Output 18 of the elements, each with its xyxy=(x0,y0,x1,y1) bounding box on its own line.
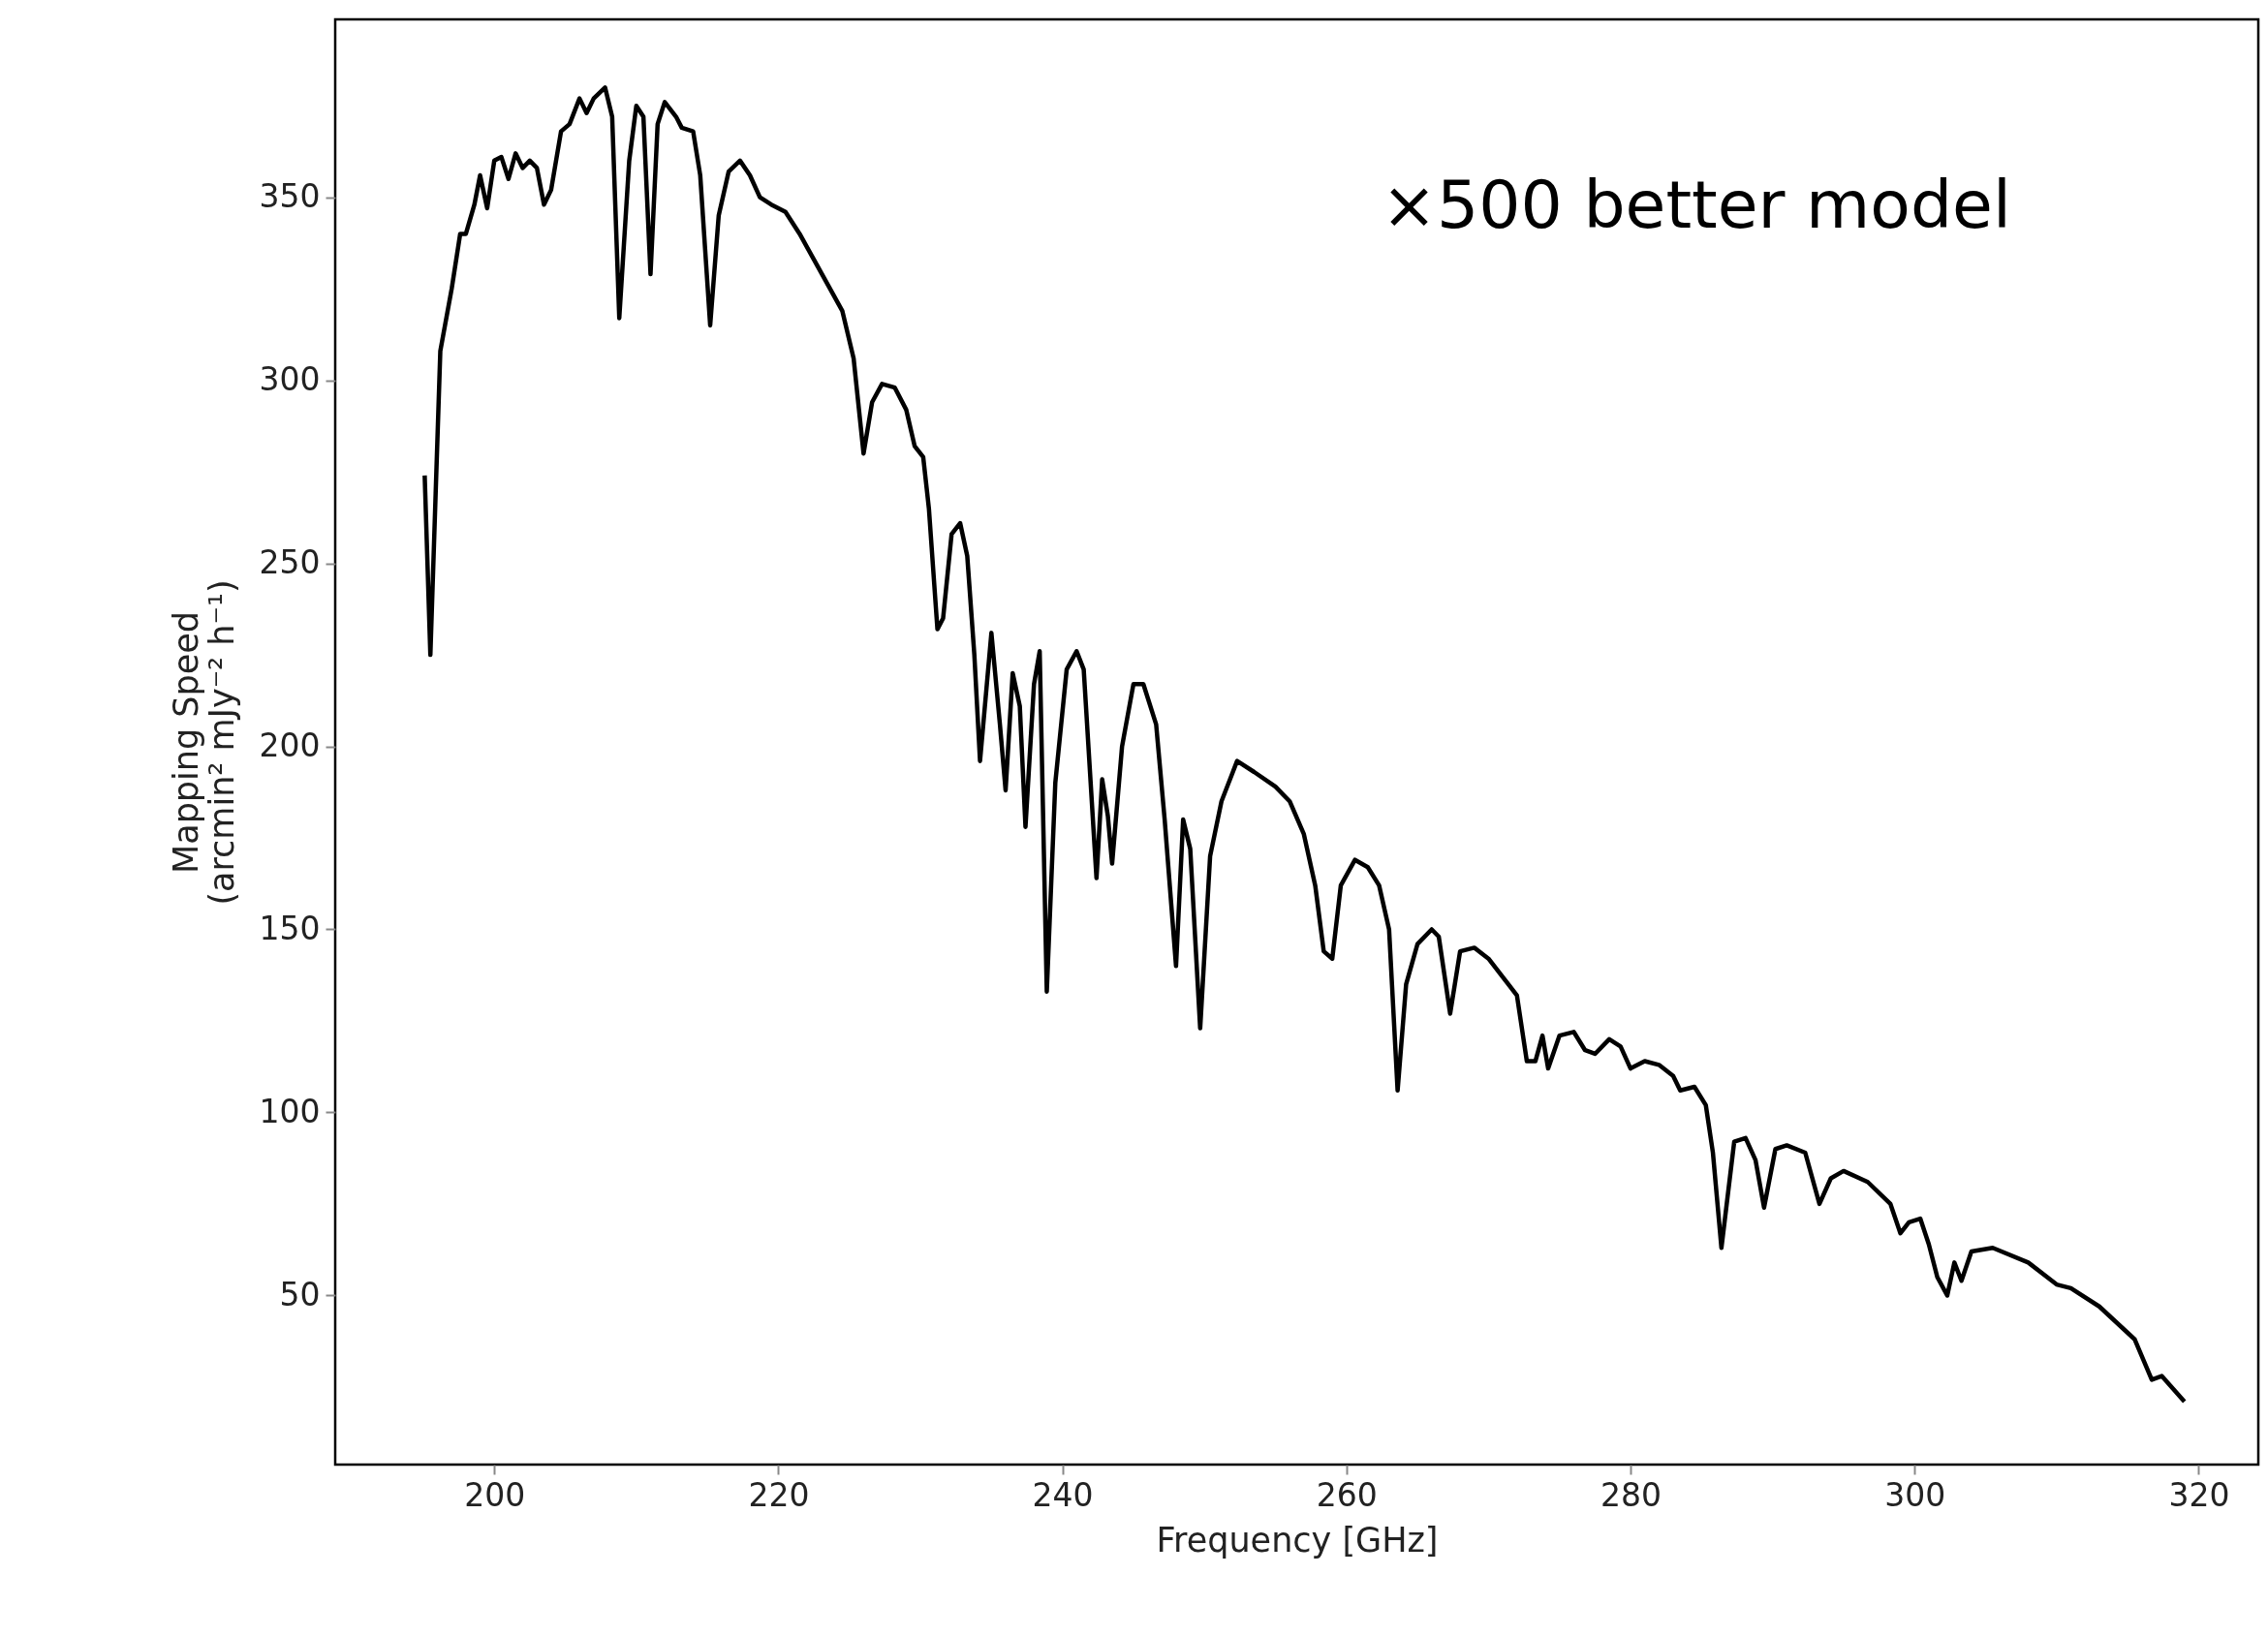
y-tick-label: 200 xyxy=(259,726,321,765)
y-tick-label: 250 xyxy=(259,543,321,582)
x-tick-label: 200 xyxy=(464,1475,526,1514)
y-tick-label: 100 xyxy=(259,1092,321,1130)
x-tick-label: 260 xyxy=(1316,1475,1378,1514)
y-tick-label: 300 xyxy=(259,360,321,399)
y-tick-label: 50 xyxy=(279,1275,321,1313)
x-tick-label: 240 xyxy=(1032,1475,1094,1514)
y-axis-title: Mapping Speed (arcmin² mJy⁻² h⁻¹) xyxy=(166,579,241,906)
annotation: ×500 better model xyxy=(1382,167,2011,243)
x-tick-label: 320 xyxy=(2168,1475,2230,1514)
x-tick-label: 220 xyxy=(748,1475,810,1514)
y-tick-label: 350 xyxy=(259,177,321,216)
x-tick-label: 280 xyxy=(1600,1475,1662,1514)
y-tick-label: 150 xyxy=(259,909,321,947)
x-tick-label: 300 xyxy=(1884,1475,1946,1514)
line-series xyxy=(422,85,2188,1405)
x-axis-title: Frequency [GHz] xyxy=(1156,1520,1439,1560)
